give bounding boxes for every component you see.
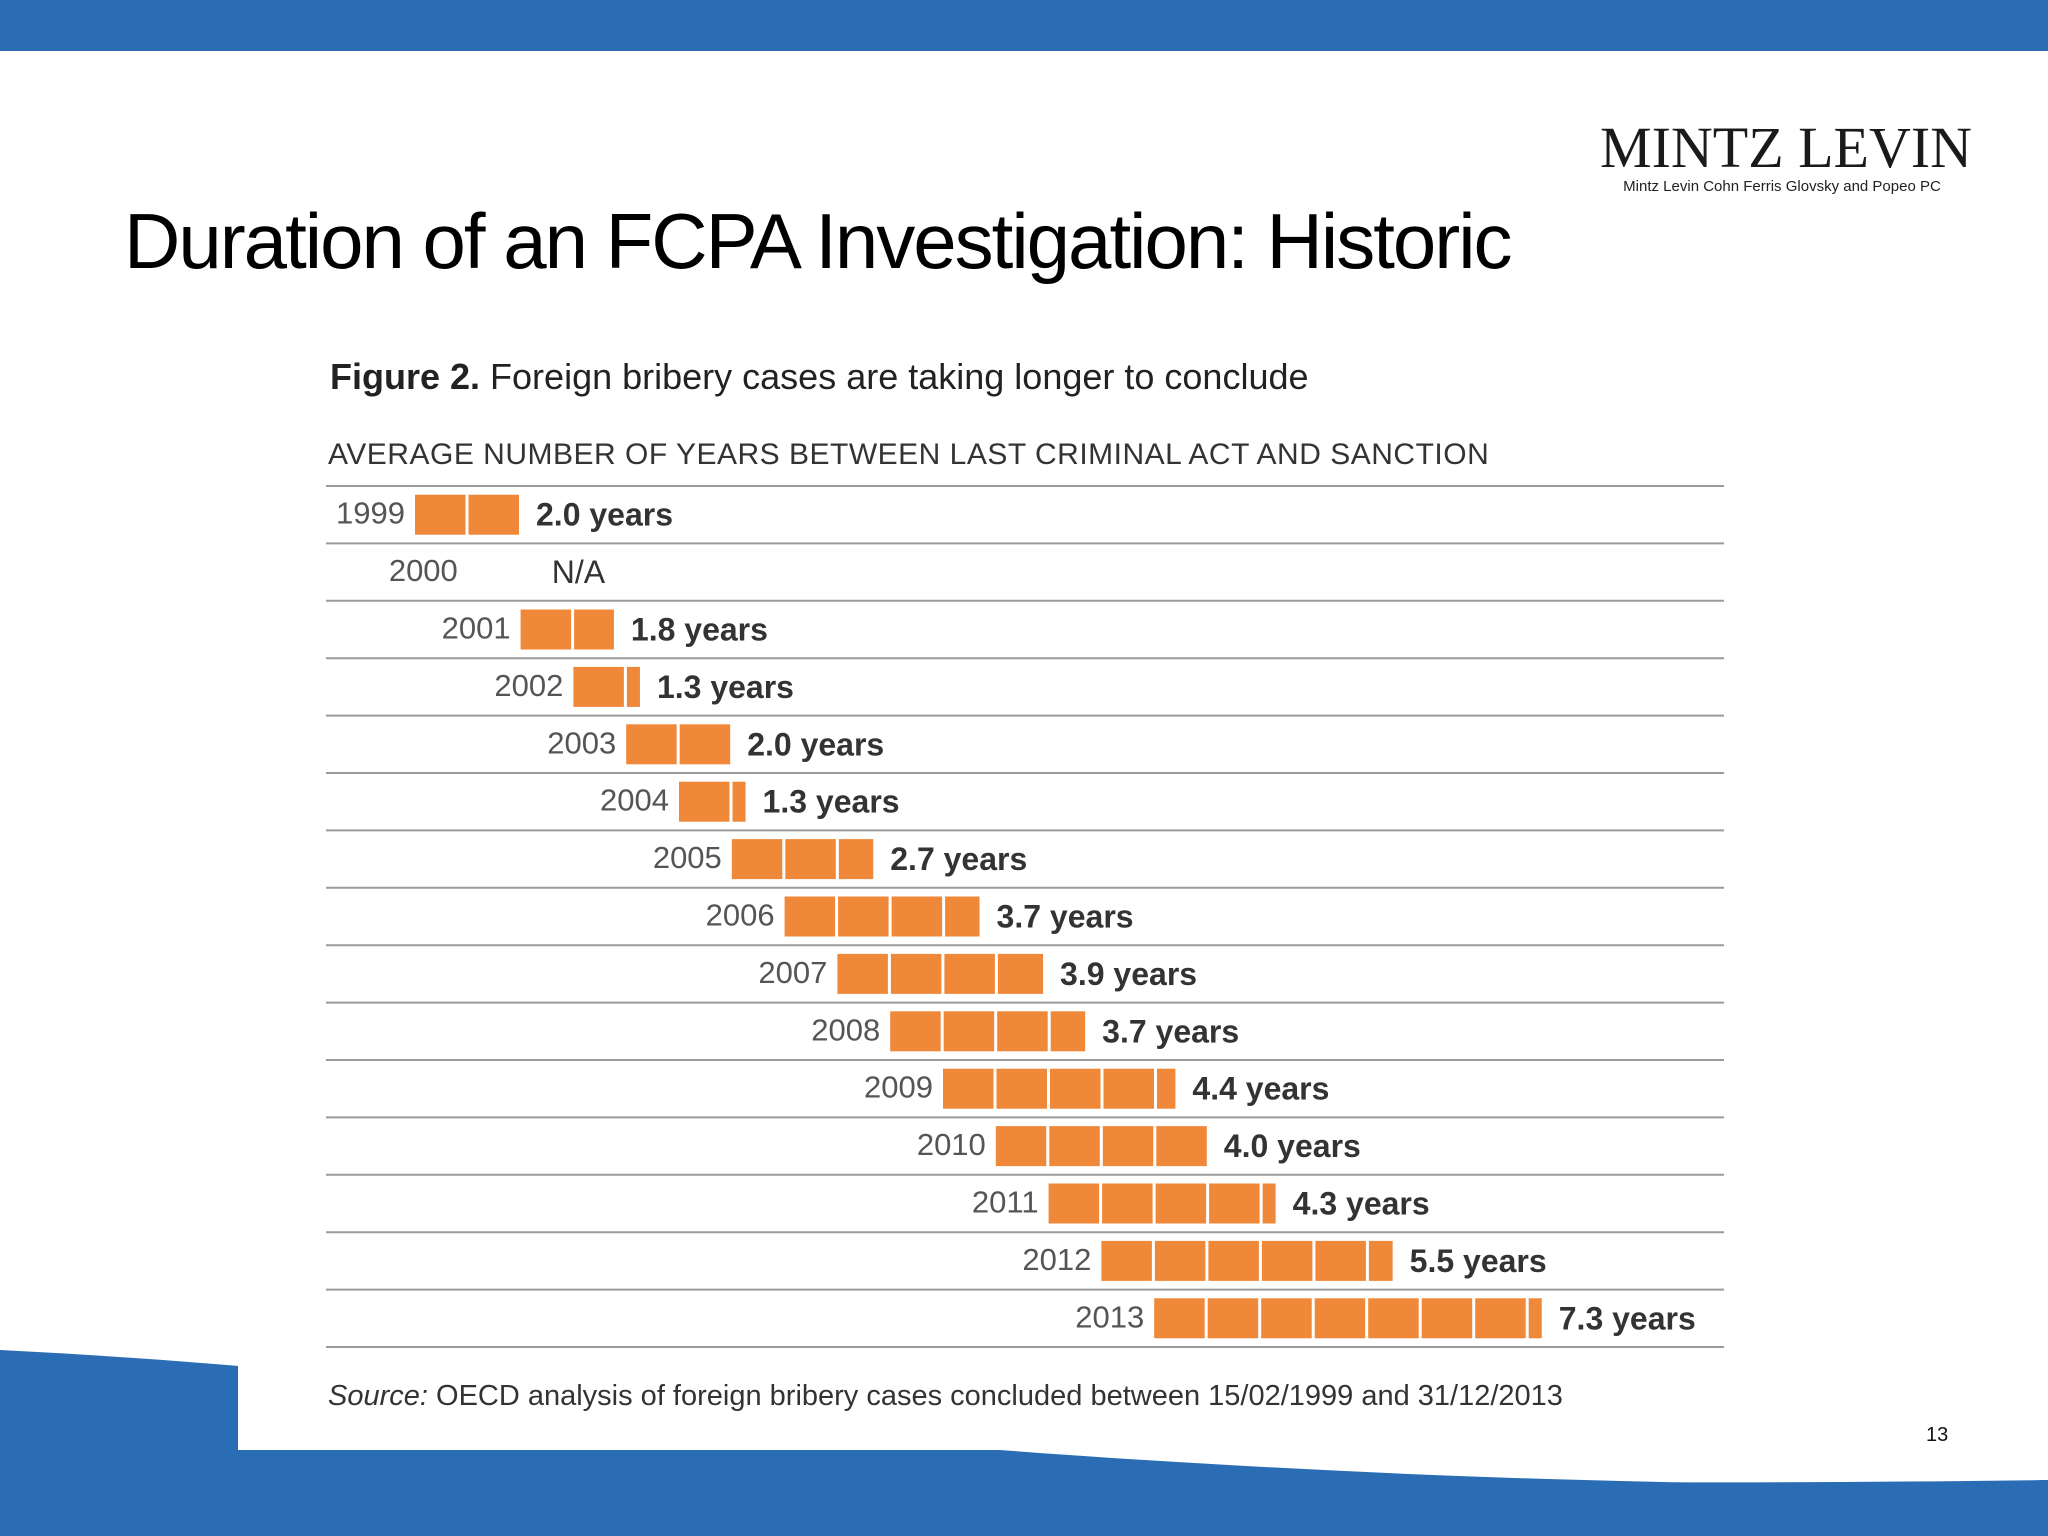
year-label: 2005 (653, 840, 722, 875)
bar-segment (1209, 1183, 1260, 1224)
bar-segment (785, 839, 836, 880)
bar-segment (995, 1126, 1047, 1167)
bar-segment (415, 494, 466, 535)
bar-segment (784, 896, 836, 937)
slide-title: Duration of an FCPA Investigation: Histo… (124, 197, 1513, 285)
value-label: 4.4 years (1192, 1071, 1329, 1107)
bar-segment (943, 1011, 995, 1052)
bar-segment (945, 896, 980, 937)
year-label: 2002 (494, 668, 563, 703)
bar-segment (468, 494, 519, 535)
bar-segment (1155, 1183, 1207, 1224)
bar-segment (944, 953, 995, 994)
value-label: 2.7 years (890, 841, 1027, 877)
figure-caption-text: Foreign bribery cases are taking longer … (490, 356, 1309, 397)
bar (415, 494, 519, 535)
bar (573, 666, 640, 707)
bar-segment (890, 953, 942, 994)
bar-segment (1261, 1240, 1313, 1281)
value-label: 3.7 years (997, 899, 1134, 935)
bar (520, 609, 614, 650)
figure-caption: Figure 2. Foreign bribery cases are taki… (330, 356, 1309, 398)
bar-segment (573, 666, 624, 707)
bar-segment (1368, 1240, 1393, 1281)
bar-segment (1262, 1183, 1276, 1224)
bar-segment (943, 1068, 994, 1109)
bar-segment (1315, 1240, 1366, 1281)
year-label: 2010 (917, 1127, 986, 1162)
bar-segment (1154, 1240, 1206, 1281)
bar-segment (1102, 1183, 1153, 1224)
bar (995, 1126, 1207, 1167)
bar (626, 724, 731, 765)
bar (731, 839, 874, 880)
bar-segment (679, 724, 731, 765)
bar-segment (1048, 1183, 1100, 1224)
bar (890, 1011, 1086, 1052)
bar-segment (838, 896, 889, 937)
year-label: 2000 (389, 553, 458, 588)
figure-label: Figure 2. (330, 356, 481, 397)
bar-segment (1103, 1068, 1154, 1109)
year-label: 2009 (864, 1070, 933, 1105)
value-label: 4.3 years (1293, 1186, 1430, 1222)
value-label: 3.7 years (1102, 1013, 1239, 1049)
slide-number: 13 (1926, 1424, 1949, 1446)
value-label: 5.5 years (1410, 1243, 1547, 1279)
bar-segment (574, 609, 614, 650)
year-label: 2008 (811, 1012, 880, 1047)
year-label: 2004 (600, 783, 669, 818)
value-label: 3.9 years (1060, 956, 1197, 992)
bar-segment (890, 1011, 941, 1052)
bar (679, 781, 746, 822)
bar-segment (1050, 1011, 1086, 1052)
year-label: 2011 (972, 1185, 1039, 1220)
bar-segment (1102, 1126, 1154, 1167)
bar-segment (891, 896, 943, 937)
bar (1048, 1183, 1276, 1224)
top-accent-bar (0, 0, 2048, 51)
bar-segment (626, 724, 677, 765)
chart-title: AVERAGE NUMBER OF YEARS BETWEEN LAST CRI… (328, 438, 1490, 471)
bar-segment (732, 781, 746, 822)
bar-segment (1156, 1126, 1207, 1167)
bar-segment (1049, 1126, 1100, 1167)
bar-segment (996, 1068, 1047, 1109)
bar-segment (837, 953, 888, 994)
year-label: 1999 (336, 496, 405, 531)
bar-segment (731, 839, 783, 880)
year-label: 2003 (547, 725, 616, 760)
logo-wordmark: MINTZ LEVIN (1600, 115, 1973, 180)
bar-segment (997, 953, 1044, 994)
bar (1101, 1240, 1393, 1281)
bar-segment (520, 609, 572, 650)
bar-segment (626, 666, 640, 707)
bar-segment (1101, 1240, 1152, 1281)
value-label: N/A (552, 554, 606, 590)
year-label: 2006 (706, 898, 775, 933)
bar-segment (679, 781, 730, 822)
value-label: 2.0 years (536, 497, 673, 533)
value-label: 4.0 years (1224, 1128, 1361, 1164)
bar-segment (997, 1011, 1048, 1052)
year-label: 2001 (442, 611, 511, 646)
bottom-wave-band (0, 1330, 2048, 1536)
bar-segment (838, 839, 874, 880)
bar-segment (1208, 1240, 1259, 1281)
company-logo: MINTZ LEVIN Mintz Levin Cohn Ferris Glov… (1600, 115, 1973, 196)
value-label: 1.3 years (763, 784, 900, 820)
bar-segment (1050, 1068, 1101, 1109)
year-label: 2012 (1022, 1242, 1091, 1277)
bar-segment (1157, 1068, 1176, 1109)
value-label: 1.8 years (631, 612, 768, 648)
bar (943, 1068, 1176, 1109)
bar (784, 896, 980, 937)
value-label: 2.0 years (747, 726, 884, 762)
year-label: 2007 (758, 955, 827, 990)
logo-tagline: Mintz Levin Cohn Ferris Glovsky and Pope… (1623, 178, 1941, 195)
bar (837, 953, 1044, 994)
value-label: 1.3 years (657, 669, 794, 705)
